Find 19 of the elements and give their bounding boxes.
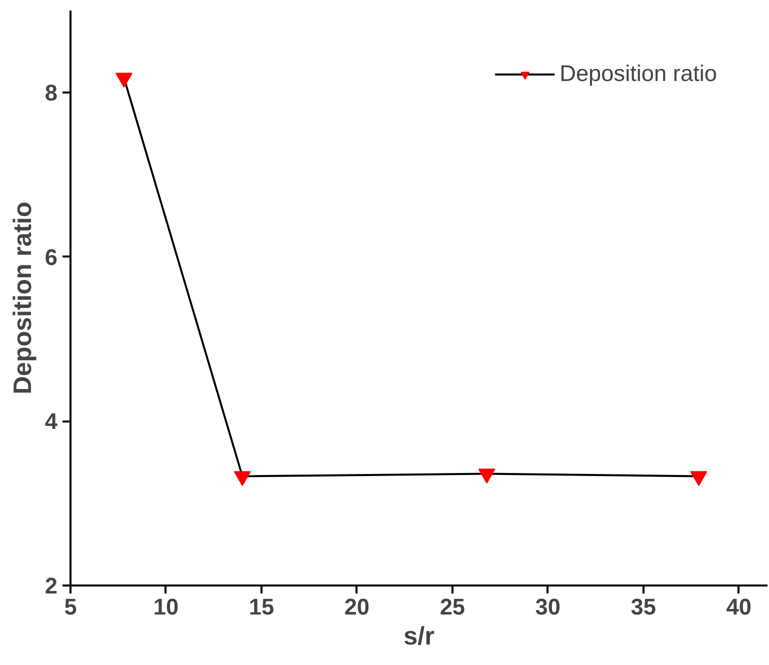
x-axis-title: s/r: [404, 622, 435, 650]
legend-label: Deposition ratio: [560, 60, 717, 87]
point: [690, 471, 708, 486]
x-tick-label: 35: [630, 594, 656, 620]
x-tick-label: 30: [535, 594, 560, 620]
y-tick-label: 6: [44, 244, 58, 270]
y-axis-title: Deposition ratio: [8, 202, 37, 394]
y-tick-label: 4: [44, 408, 58, 434]
point: [115, 72, 132, 88]
x-tick-label: 20: [344, 594, 370, 620]
x-tick-label: 40: [726, 594, 752, 620]
y-tick-label: 2: [44, 572, 58, 598]
x-tick-label: 5: [64, 594, 77, 620]
y-tick-label: 8: [44, 80, 58, 106]
x-tick-label: 15: [248, 594, 274, 620]
x-tick-label: 25: [440, 594, 466, 620]
x-tick-label: 10: [153, 594, 179, 620]
point: [478, 468, 496, 484]
point: [234, 471, 251, 486]
